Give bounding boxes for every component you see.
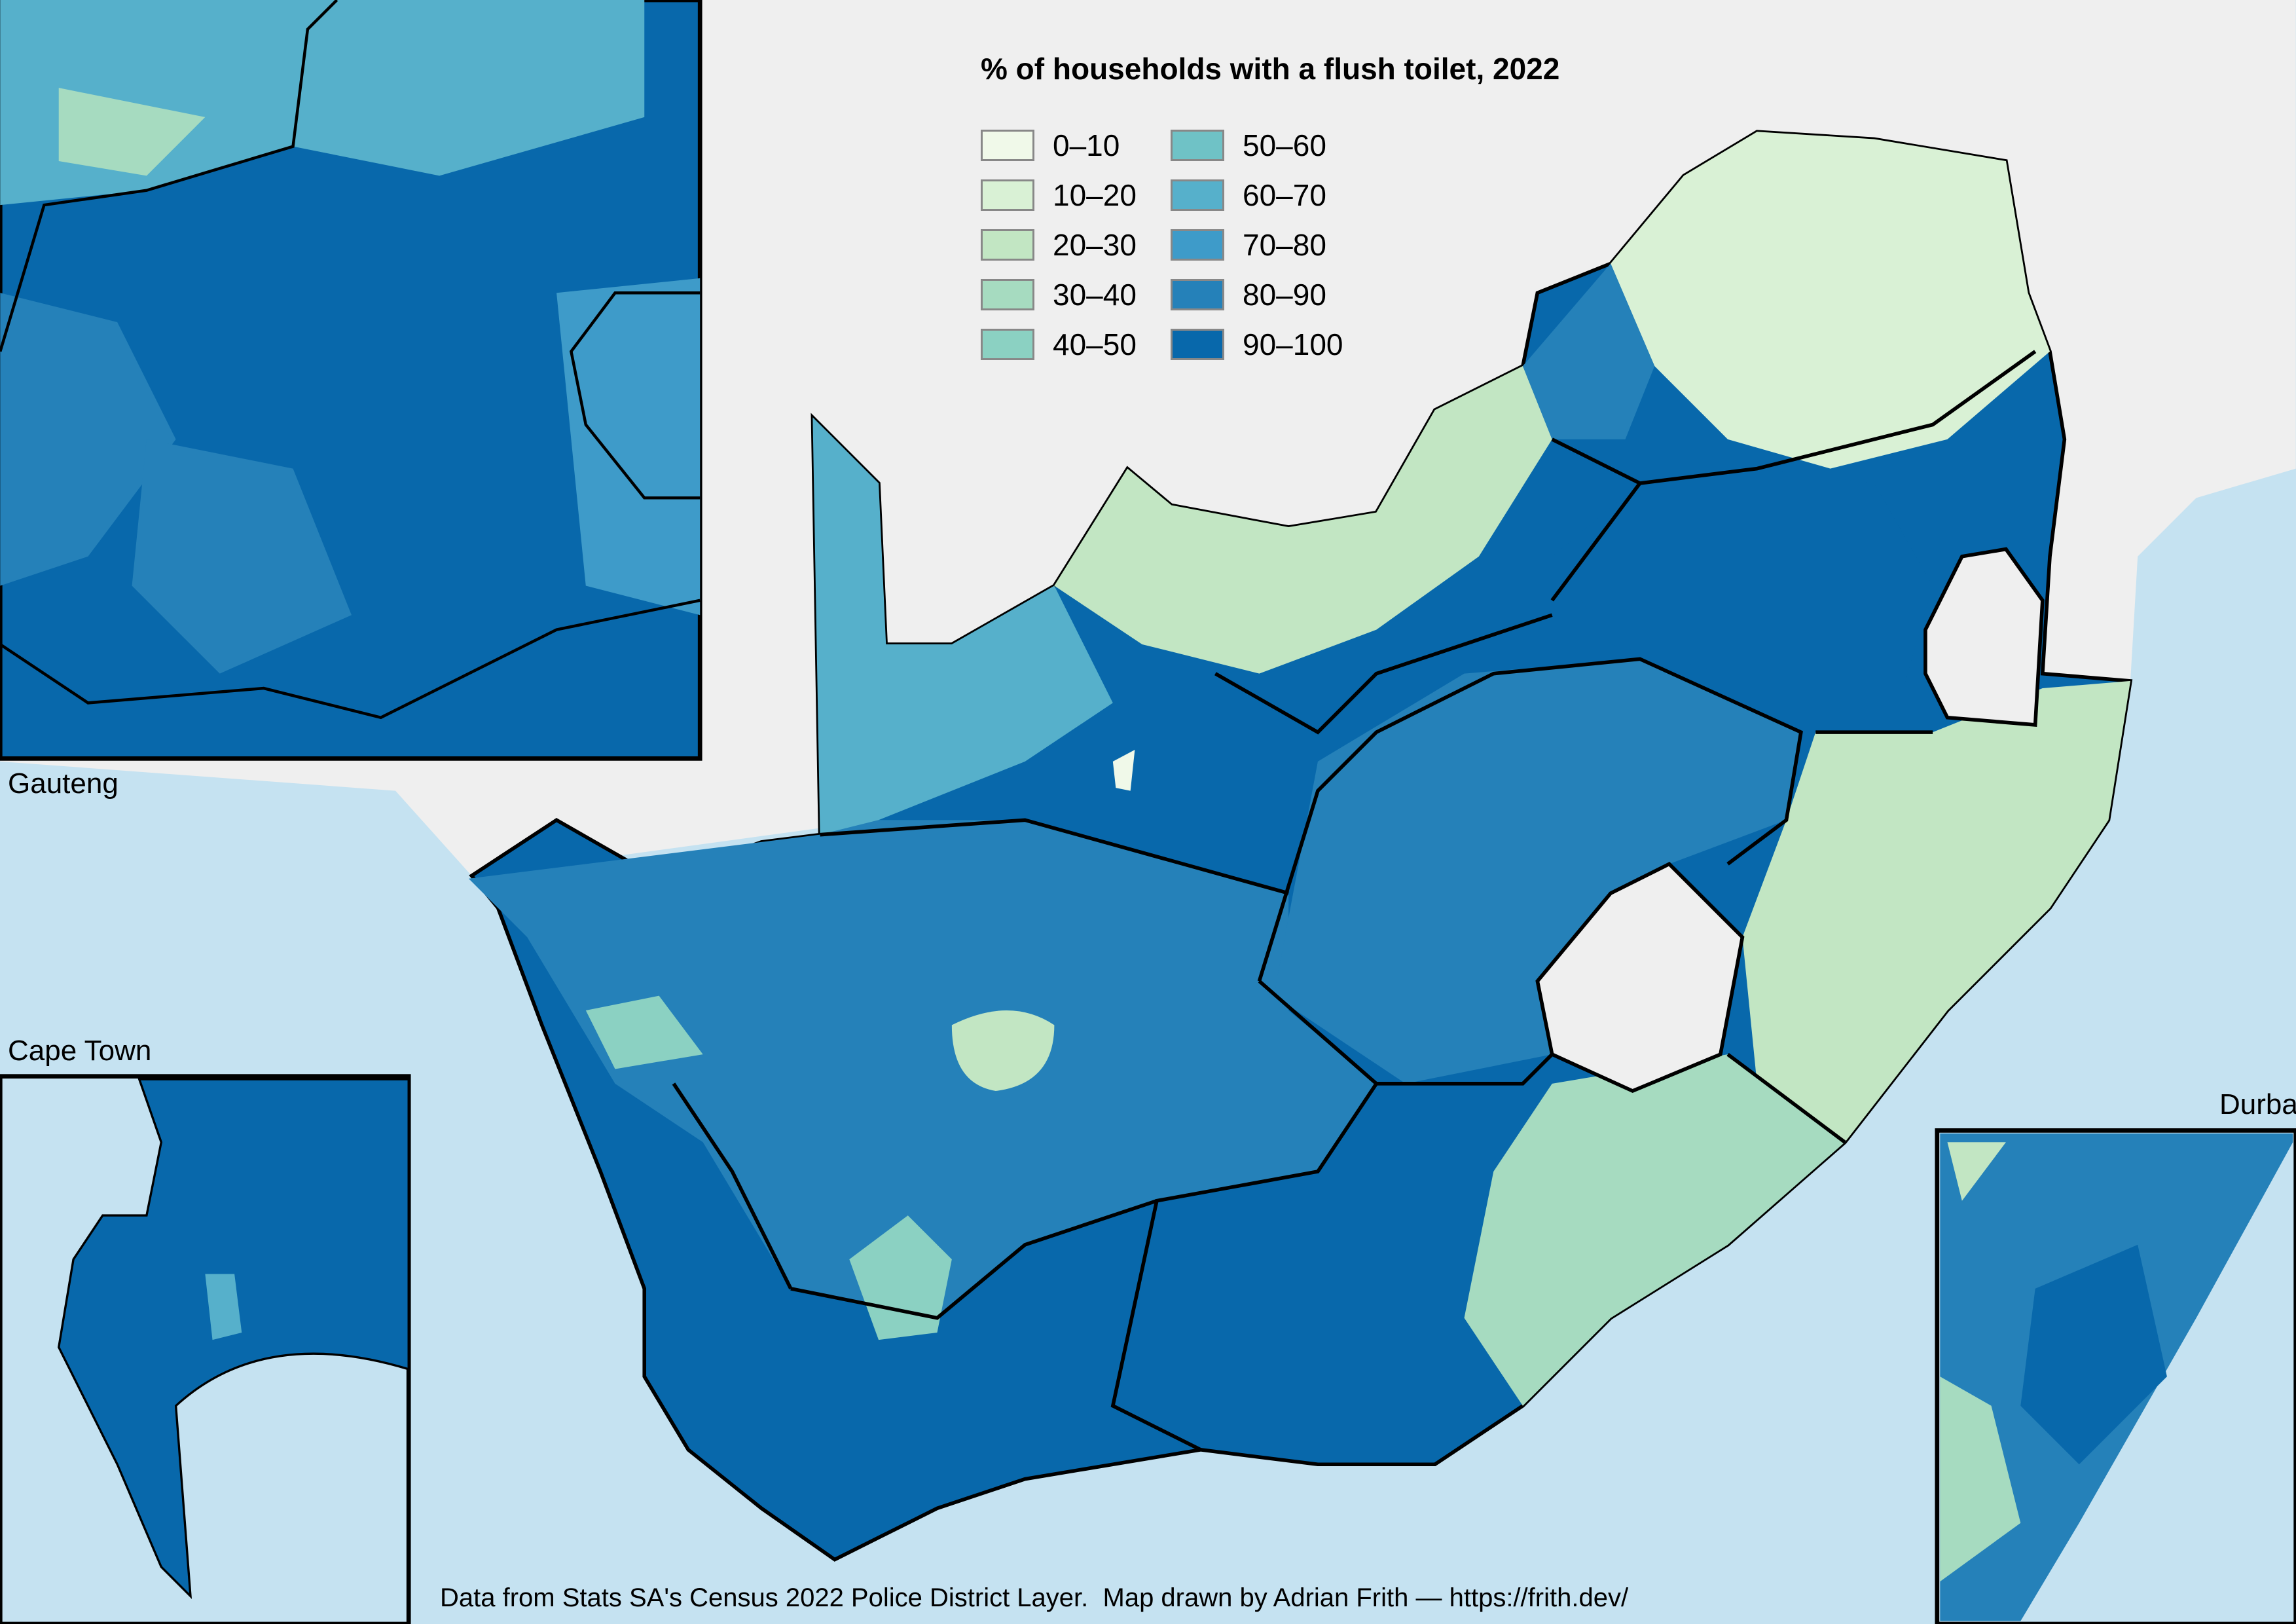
legend-swatch: [1171, 279, 1224, 310]
legend-label: 20–30: [1053, 228, 1137, 262]
inset-label-durban: Durban: [2219, 1088, 2296, 1120]
legend-label: 90–100: [1243, 327, 1343, 361]
provincial-borders: [672, 350, 2037, 1452]
legend-swatch: [981, 279, 1034, 310]
legend-swatch: [1171, 179, 1224, 211]
inset-label-gauteng: Gauteng: [8, 767, 118, 800]
cape-town-inset: [0, 1074, 411, 1624]
legend-swatch: [981, 229, 1034, 261]
durban-inset: [1935, 1128, 2296, 1624]
legend-label: 40–50: [1053, 327, 1137, 361]
legend-item: 50–60: [1171, 120, 1367, 170]
legend-swatch: [1171, 130, 1224, 161]
legend-item: 10–20: [981, 170, 1171, 220]
legend-swatch: [981, 329, 1034, 360]
legend-item: 20–30: [981, 220, 1171, 270]
legend-item: 60–70: [1171, 170, 1367, 220]
legend-swatch: [1171, 329, 1224, 360]
legend-item: 80–90: [1171, 270, 1367, 320]
inset-label-cape-town: Cape Town: [8, 1035, 152, 1067]
legend-item: 70–80: [1171, 220, 1367, 270]
legend-label: 60–70: [1243, 178, 1326, 212]
legend-label: 0–10: [1053, 128, 1120, 162]
legend-item: 30–40: [981, 270, 1171, 320]
legend-swatch: [1171, 229, 1224, 261]
legend-swatch: [981, 130, 1034, 161]
lesotho: [1535, 861, 1745, 1094]
legend-label: 70–80: [1243, 228, 1326, 262]
legend-item: 90–100: [1171, 320, 1367, 369]
legend-label: 30–40: [1053, 278, 1137, 312]
legend-items: 0–10 10–20 20–30 30–40 40–50 50–60 60–70 70–80 8…: [981, 120, 1559, 369]
district-regions: [468, 132, 2131, 1406]
legend-swatch: [981, 179, 1034, 211]
legend-label: 50–60: [1243, 128, 1326, 162]
legend-label: 80–90: [1243, 278, 1326, 312]
legend: % of households with a flush toilet, 202…: [981, 51, 1559, 369]
legend-label: 10–20: [1053, 178, 1137, 212]
legend-item: 0–10: [981, 120, 1171, 170]
legend-item: 40–50: [981, 320, 1171, 369]
legend-title: % of households with a flush toilet, 202…: [981, 52, 1560, 86]
footer-credit: Data from Stats SA's Census 2022 Police …: [440, 1583, 1629, 1612]
eswatini: [1923, 547, 2045, 727]
gauteng-inset: [0, 0, 702, 761]
